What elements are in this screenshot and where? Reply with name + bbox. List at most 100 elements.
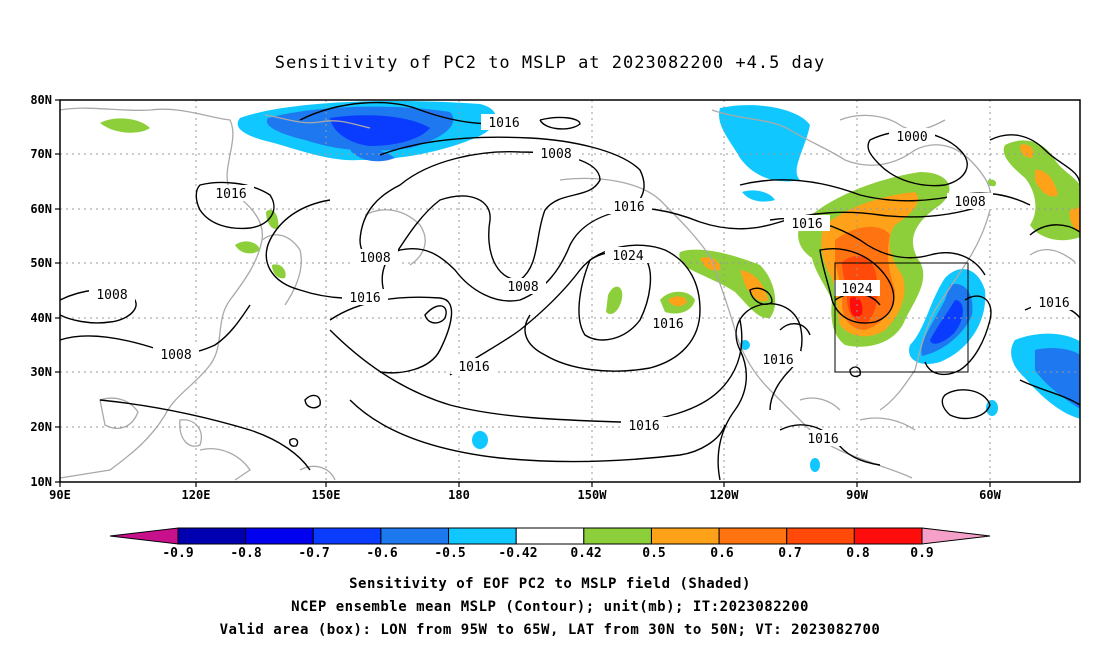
negative-area bbox=[719, 105, 810, 182]
colorbar-box bbox=[380, 527, 450, 545]
lon-label: 120W bbox=[710, 488, 740, 502]
longitude-labels: 90E 120E 150E 180 150W 120W 90W 60W bbox=[49, 488, 1001, 502]
contour-label: 1016 bbox=[807, 432, 838, 447]
colorbar-tick-label: -0.8 bbox=[230, 546, 261, 561]
colorbar-tick-label: 0.8 bbox=[846, 546, 870, 561]
colorbar-tick-label: -0.6 bbox=[366, 546, 397, 561]
lat-label: 40N bbox=[30, 311, 52, 325]
coastlines bbox=[60, 107, 1076, 481]
contour-label: 1016 bbox=[488, 116, 519, 131]
lat-label: 20N bbox=[30, 420, 52, 434]
negative-area bbox=[810, 458, 820, 472]
positive-area bbox=[668, 296, 687, 307]
positive-area bbox=[1035, 169, 1058, 197]
colorbar-box bbox=[312, 527, 382, 545]
colorbar-tick-label: 0.5 bbox=[642, 546, 665, 561]
caption-line-3: Valid area (box): LON from 95W to 65W, L… bbox=[220, 622, 881, 638]
contour-label: 1024 bbox=[612, 249, 643, 264]
negative-area bbox=[472, 431, 488, 449]
map-frame bbox=[59, 99, 1081, 483]
colorbar-tick-label: -0.42 bbox=[498, 546, 537, 561]
caption-line-2: NCEP ensemble mean MSLP (Contour); unit(… bbox=[291, 599, 809, 615]
contour-label: 1000 bbox=[896, 130, 927, 145]
positive-area bbox=[700, 257, 721, 271]
map-panel: 1016 1008 1016 1008 1016 1008 1016 1016 … bbox=[30, 93, 1081, 502]
contour-label: 1008 bbox=[96, 288, 127, 303]
lat-label: 70N bbox=[30, 147, 52, 161]
colorbar-box bbox=[448, 527, 517, 545]
positive-area bbox=[606, 286, 623, 315]
colorbar-tick-label: 0.9 bbox=[910, 546, 933, 561]
lon-label: 90E bbox=[49, 488, 71, 502]
contour-label: 1016 bbox=[458, 360, 489, 375]
contour-label: 1016 bbox=[215, 187, 246, 202]
contour-label: 1016 bbox=[762, 353, 793, 368]
lon-label: 150E bbox=[312, 488, 341, 502]
lon-label: 120E bbox=[182, 488, 211, 502]
contour-label: 1008 bbox=[540, 147, 571, 162]
contour-label: 1016 bbox=[349, 291, 380, 306]
positive-area bbox=[679, 249, 776, 319]
lat-label: 80N bbox=[30, 93, 52, 107]
colorbar-tick-label: 0.6 bbox=[710, 546, 734, 561]
negative-area bbox=[742, 190, 775, 202]
positive-area bbox=[272, 264, 286, 279]
axis-ticks bbox=[55, 99, 991, 487]
lon-label: 150W bbox=[578, 488, 608, 502]
lon-label: 180 bbox=[448, 488, 470, 502]
positive-area bbox=[235, 241, 260, 254]
colorbar-box bbox=[718, 527, 788, 545]
colorbar-box bbox=[786, 527, 855, 545]
negative-area bbox=[1035, 348, 1080, 409]
colorbar-box bbox=[515, 527, 585, 545]
lon-label: 90W bbox=[846, 488, 868, 502]
caption-line-1: Sensitivity of EOF PC2 to MSLP field (Sh… bbox=[349, 576, 751, 592]
contour-label: 1016 bbox=[652, 317, 683, 332]
colorbar-tick-label: 0.7 bbox=[778, 546, 801, 561]
colorbar-low-end bbox=[109, 527, 179, 545]
contour-labels: 1016 1008 1016 1008 1016 1008 1016 1016 … bbox=[89, 114, 1077, 447]
negative-area bbox=[330, 115, 430, 146]
colorbar-tick-label: 0.42 bbox=[570, 546, 601, 561]
negative-area bbox=[350, 148, 395, 162]
lon-label: 60W bbox=[979, 488, 1001, 502]
positive-area bbox=[740, 270, 768, 302]
valid-area-box bbox=[834, 262, 969, 373]
colorbar-tick-label: -0.5 bbox=[434, 546, 465, 561]
contour-label: 1016 bbox=[613, 200, 644, 215]
figure-title: Sensitivity of PC2 to MSLP at 2023082200… bbox=[275, 53, 826, 73]
colorbar-box bbox=[177, 527, 247, 545]
positive-area bbox=[100, 118, 150, 133]
positive-area bbox=[1020, 144, 1034, 158]
colorbar-box bbox=[650, 527, 720, 545]
contour-label: 1024 bbox=[841, 282, 872, 297]
lat-label: 50N bbox=[30, 256, 52, 270]
captions: Sensitivity of EOF PC2 to MSLP field (Sh… bbox=[220, 576, 881, 638]
colorbar-boxes bbox=[177, 527, 923, 545]
colorbar-high-end bbox=[921, 527, 991, 545]
positive-area bbox=[850, 296, 863, 317]
positive-area bbox=[266, 209, 279, 229]
contour-label: 1008 bbox=[507, 280, 538, 295]
positive-area bbox=[1069, 206, 1080, 233]
lat-label: 10N bbox=[30, 475, 52, 489]
colorbar-ticks: -0.9 -0.8 -0.7 -0.6 -0.5 -0.42 0.42 0.5 … bbox=[162, 546, 933, 561]
contour-label: 1008 bbox=[160, 348, 191, 363]
colorbar-box bbox=[853, 527, 923, 545]
colorbar: -0.9 -0.8 -0.7 -0.6 -0.5 -0.42 0.42 0.5 … bbox=[109, 527, 991, 561]
colorbar-tick-label: -0.9 bbox=[162, 546, 193, 561]
contour-label: 1016 bbox=[791, 217, 822, 232]
colorbar-box bbox=[583, 527, 652, 545]
negative-area bbox=[930, 300, 963, 344]
latitude-labels: 80N 70N 60N 50N 40N 30N 20N 10N bbox=[30, 93, 52, 489]
contour-label: 1008 bbox=[359, 251, 390, 266]
negative-area bbox=[740, 340, 750, 350]
contour-label: 1008 bbox=[954, 195, 985, 210]
contour-label: 1016 bbox=[628, 419, 659, 434]
lat-label: 30N bbox=[30, 365, 52, 379]
lat-label: 60N bbox=[30, 202, 52, 216]
colorbar-box bbox=[245, 527, 314, 545]
contour-label: 1016 bbox=[1038, 296, 1069, 311]
colorbar-tick-label: -0.7 bbox=[298, 546, 329, 561]
